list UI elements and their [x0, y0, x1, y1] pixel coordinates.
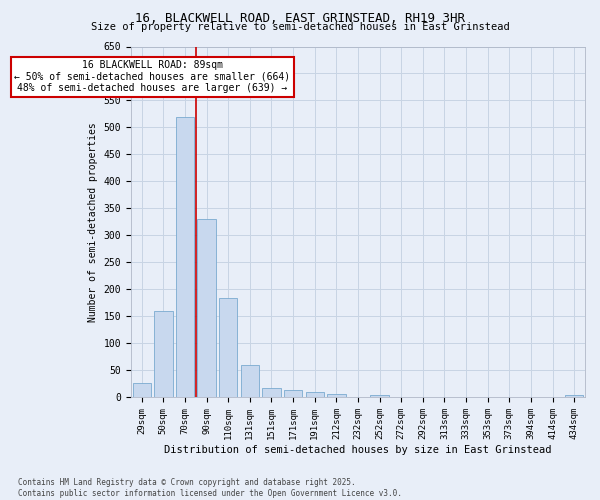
Bar: [176, 116, 194, 398]
Bar: [241, 365, 259, 398]
Bar: [327, 394, 346, 398]
Text: Contains HM Land Registry data © Crown copyright and database right 2025.
Contai: Contains HM Land Registry data © Crown c…: [18, 478, 402, 498]
Bar: [305, 392, 324, 398]
Text: 16 BLACKWELL ROAD: 89sqm
← 50% of semi-detached houses are smaller (664)
48% of : 16 BLACKWELL ROAD: 89sqm ← 50% of semi-d…: [14, 60, 290, 93]
Bar: [284, 390, 302, 398]
Bar: [133, 383, 151, 398]
Bar: [262, 388, 281, 398]
Bar: [565, 395, 583, 398]
Y-axis label: Number of semi-detached properties: Number of semi-detached properties: [88, 122, 98, 322]
Text: Size of property relative to semi-detached houses in East Grinstead: Size of property relative to semi-detach…: [91, 22, 509, 32]
Bar: [154, 311, 173, 398]
Text: 16, BLACKWELL ROAD, EAST GRINSTEAD, RH19 3HR: 16, BLACKWELL ROAD, EAST GRINSTEAD, RH19…: [135, 12, 465, 26]
Bar: [219, 298, 238, 398]
Bar: [197, 220, 216, 398]
X-axis label: Distribution of semi-detached houses by size in East Grinstead: Distribution of semi-detached houses by …: [164, 445, 552, 455]
Bar: [370, 395, 389, 398]
